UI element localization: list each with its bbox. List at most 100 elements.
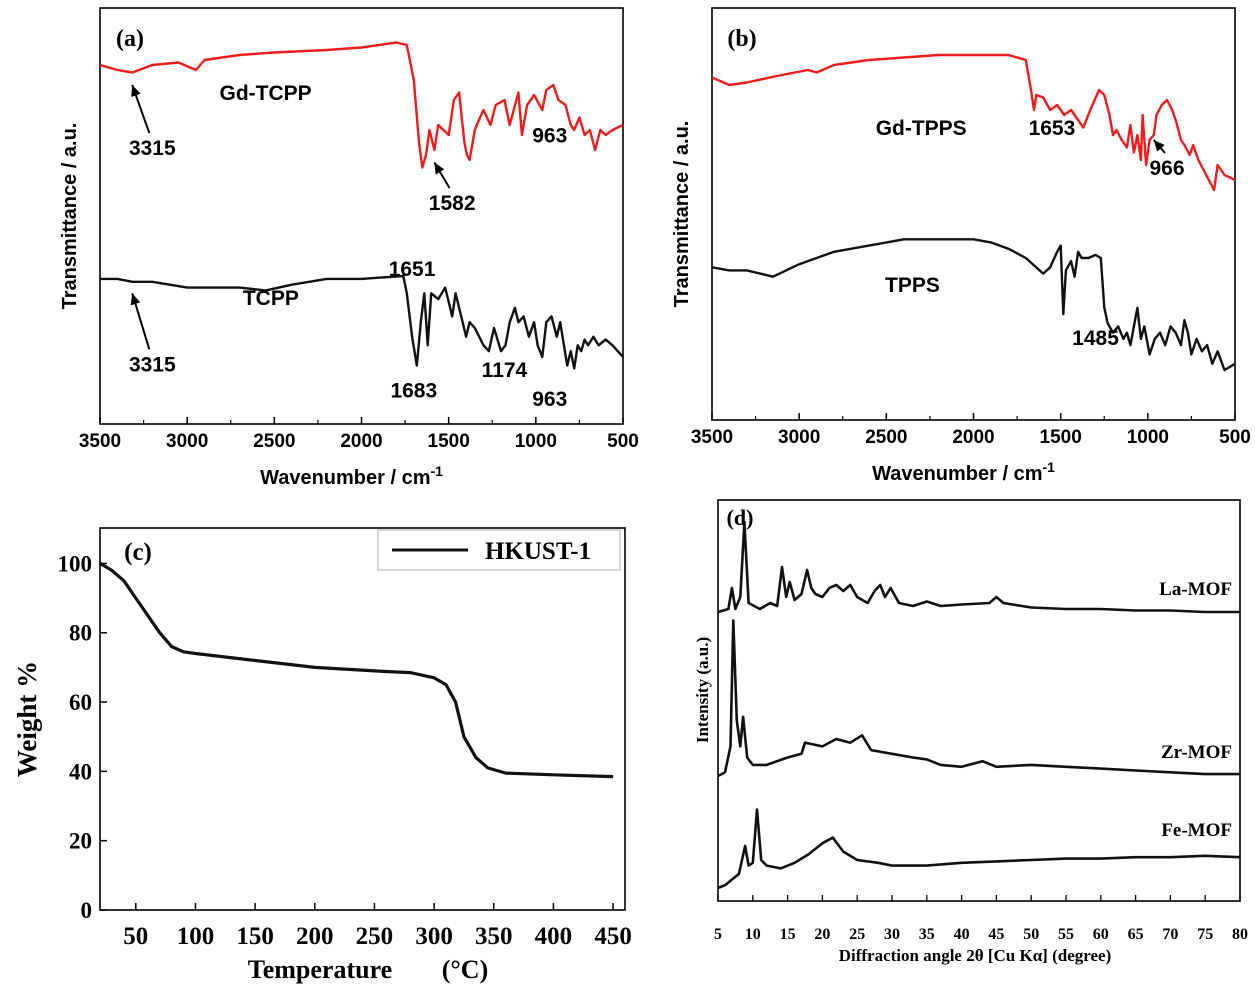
x-axis-label: Diffraction angle 2θ [Cu Kα] (degree): [839, 946, 1112, 965]
x-axis-label: Temperature: [248, 955, 392, 984]
series-line-tcpp: [100, 274, 624, 370]
series-label: Gd-TCPP: [220, 82, 312, 105]
x-tick-label: 40: [954, 926, 970, 943]
annotation-arrow-head: [131, 85, 141, 98]
peak-label: 1485: [1072, 327, 1119, 350]
x-tick-label: 2500: [253, 431, 295, 452]
series-line-la-mof: [717, 520, 1240, 614]
x-tick-label: 45: [988, 926, 1004, 943]
peak-label: 966: [1149, 157, 1184, 180]
series-line-hkust-1: [99, 562, 614, 779]
x-tick-label: 400: [535, 923, 573, 950]
series-line-gd-tcpp: [99, 41, 624, 169]
x-axis-label: Wavenumber / cm-1: [260, 463, 443, 489]
y-tick-label: 40: [69, 759, 92, 784]
x-tick-label: 3000: [166, 431, 208, 452]
x-axis-label-superscript: -1: [430, 463, 443, 479]
y-tick-label: 0: [81, 898, 93, 923]
x-tick-label: 20: [814, 926, 830, 943]
x-tick-label: 250: [356, 923, 394, 950]
y-tick-label: 60: [69, 690, 92, 715]
x-tick-label: 1500: [428, 431, 470, 452]
x-tick-label: 50: [1023, 926, 1039, 943]
x-axis-unit: (°C): [442, 955, 489, 984]
x-tick-label: 1500: [1040, 427, 1082, 448]
y-axis-label: Weight %: [12, 661, 42, 777]
series-label: Gd-TPPS: [876, 117, 967, 140]
xrd-panel-d: La-MOF Zr-MOF Fe-MOF 5 10 15 20 25 30 35 40 45 50 55 6…: [693, 499, 1248, 965]
series-line-tpps: [711, 238, 1236, 372]
plot-frame: [99, 7, 624, 425]
x-tick-label: 300: [415, 923, 453, 950]
series-label: La-MOF: [1159, 579, 1232, 600]
peak-label: 3315: [129, 353, 176, 376]
x-axis-label: Wavenumber / cm-1: [872, 459, 1055, 485]
peak-label: 1582: [429, 192, 476, 215]
x-tick-label: 150: [236, 923, 274, 950]
annotation-arrow-head: [1153, 140, 1165, 152]
x-tick-label: 3500: [79, 431, 121, 452]
series-line-fe-mof: [717, 808, 1241, 890]
x-tick-label: 60: [1093, 926, 1109, 943]
tga-panel-c: 50 100 150 200 250 300 350 400 450 0 20 40 60 80 100 (c…: [12, 527, 632, 984]
plot-frame: [711, 7, 1236, 421]
x-tick-label: 10: [745, 926, 761, 943]
x-tick-label: 500: [1219, 427, 1251, 448]
ftir-panel-b: 3500 3000 2500 2000 1500 1000 500 Wavenumber / …: [671, 7, 1251, 485]
x-tick-label: 500: [607, 431, 639, 452]
series-line-zr-mof: [717, 619, 1240, 778]
peak-label: 1174: [482, 359, 528, 382]
x-tick-label: 2000: [952, 427, 994, 448]
plot-frame: [717, 499, 1241, 902]
series-label: TCPP: [243, 287, 299, 310]
y-axis-label: Transmittance / a.u.: [671, 121, 693, 308]
panel-label: (d): [727, 505, 754, 530]
series-label: TPPS: [885, 274, 940, 297]
x-tick-label: 25: [849, 926, 865, 943]
x-tick-label: 3000: [778, 427, 820, 448]
peak-label: 1651: [389, 258, 436, 281]
x-tick-label: 15: [780, 926, 796, 943]
x-tick-label: 55: [1058, 926, 1074, 943]
x-tick-label: 35: [919, 926, 935, 943]
x-tick-label: 1000: [1127, 427, 1169, 448]
peak-label: 963: [532, 388, 567, 411]
x-tick-label: 5: [714, 926, 722, 943]
x-tick-label: 350: [475, 923, 513, 950]
peak-label: 1683: [390, 379, 437, 402]
peak-label: 963: [532, 125, 567, 148]
x-tick-label: 2000: [340, 431, 382, 452]
y-axis-label: Intensity (a.u.): [693, 637, 712, 743]
x-tick-label: 70: [1162, 926, 1178, 943]
series-label: Fe-MOF: [1161, 820, 1232, 841]
ftir-panel-a: 3500 3000 2500 2000 1500 1000 500 Wavenumber / …: [59, 7, 639, 489]
legend: HKUST-1: [377, 529, 621, 571]
x-tick-label: 3500: [691, 427, 733, 448]
panel-label: (a): [116, 26, 144, 52]
x-tick-label: 100: [177, 923, 215, 950]
x-tick-label: 80: [1232, 926, 1248, 943]
y-tick-label: 80: [69, 621, 92, 646]
peak-label: 3315: [129, 137, 176, 160]
legend-label: HKUST-1: [485, 538, 591, 565]
x-tick-label: 65: [1128, 926, 1144, 943]
x-tick-label: 2500: [865, 427, 907, 448]
x-tick-label: 200: [296, 923, 334, 950]
panel-label: (b): [727, 26, 756, 52]
x-tick-label: 50: [123, 923, 148, 950]
y-tick-label: 20: [69, 829, 92, 854]
x-tick-label: 30: [884, 926, 900, 943]
x-tick-label: 450: [594, 923, 632, 950]
peak-label: 1653: [1029, 117, 1076, 140]
y-axis-label: Transmittance / a.u.: [59, 123, 81, 310]
panel-label: (c): [124, 539, 152, 566]
annotation-arrow-head: [434, 162, 445, 175]
plot-frame: [99, 527, 626, 911]
series-label: Zr-MOF: [1161, 742, 1232, 763]
x-tick-label: 1000: [515, 431, 557, 452]
x-tick-label: 75: [1197, 926, 1213, 943]
series-line-gd-tpps: [711, 53, 1236, 192]
annotation-arrow-head: [130, 293, 141, 306]
y-tick-label: 100: [58, 551, 93, 576]
